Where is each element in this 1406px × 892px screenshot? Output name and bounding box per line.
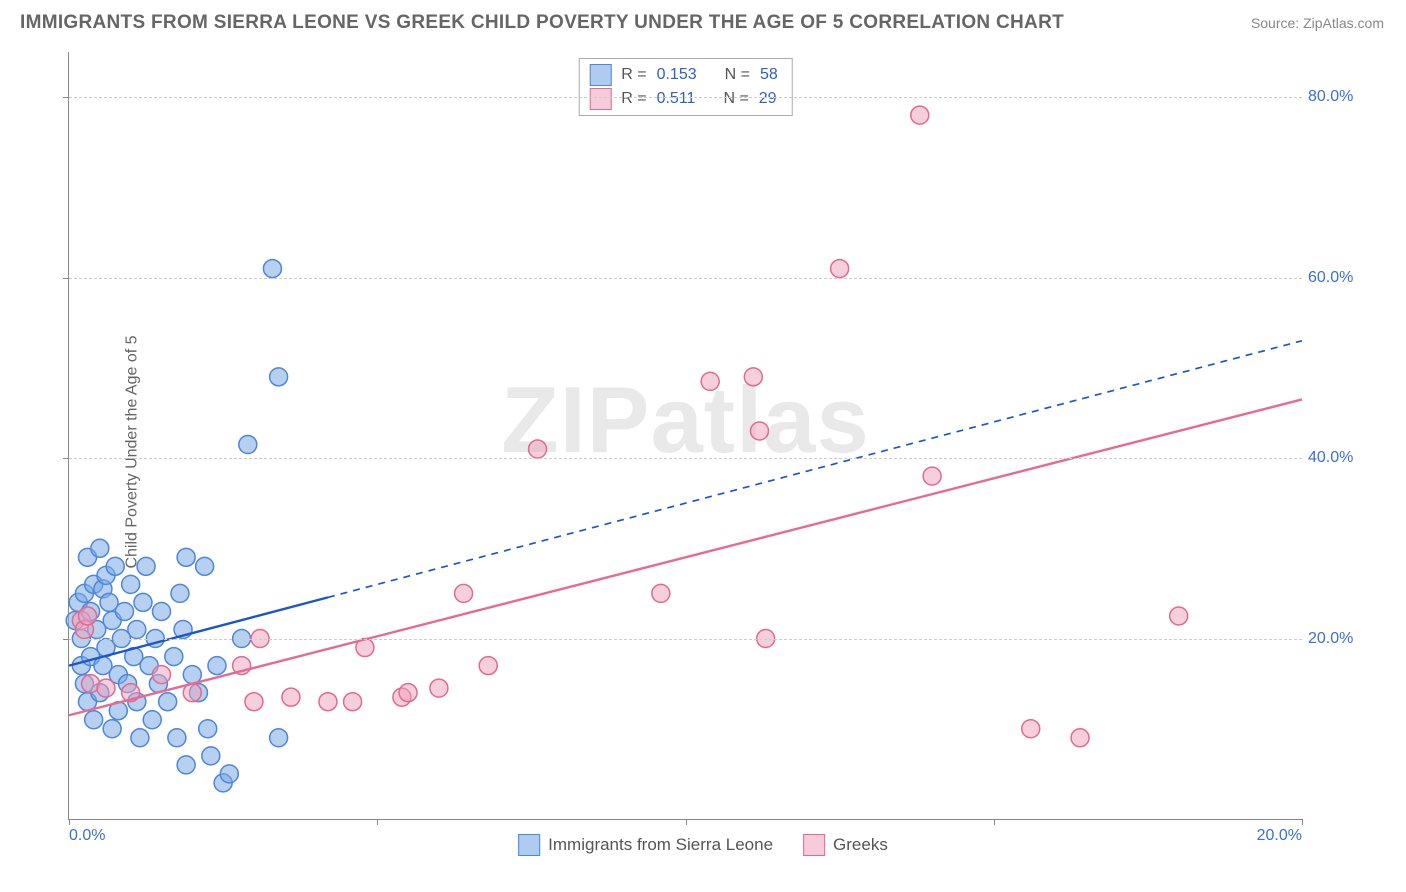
data-point-sierra_leone — [270, 368, 288, 386]
data-point-sierra_leone — [115, 602, 133, 620]
data-point-sierra_leone — [168, 729, 186, 747]
data-point-greeks — [152, 666, 170, 684]
y-tick-label: 20.0% — [1308, 630, 1378, 648]
data-point-greeks — [97, 679, 115, 697]
data-point-greeks — [1022, 720, 1040, 738]
data-point-sierra_leone — [106, 557, 124, 575]
data-point-greeks — [344, 693, 362, 711]
swatch-blue-icon — [518, 834, 540, 856]
data-point-greeks — [1071, 729, 1089, 747]
y-tick — [63, 639, 69, 640]
data-point-sierra_leone — [152, 602, 170, 620]
data-point-sierra_leone — [220, 765, 238, 783]
y-tick-label: 80.0% — [1308, 88, 1378, 106]
x-tick — [1302, 819, 1303, 825]
data-point-sierra_leone — [165, 648, 183, 666]
legend-row-greeks: R = 0.511 N = 29 — [589, 87, 778, 111]
data-point-greeks — [529, 440, 547, 458]
source-prefix: Source: — [1251, 15, 1303, 31]
data-point-greeks — [1170, 607, 1188, 625]
data-point-greeks — [245, 693, 263, 711]
data-point-greeks — [319, 693, 337, 711]
data-point-greeks — [455, 584, 473, 602]
gridline-h — [69, 97, 1302, 98]
source-label: Source: ZipAtlas.com — [1251, 15, 1384, 31]
data-point-greeks — [923, 467, 941, 485]
data-point-greeks — [399, 684, 417, 702]
data-point-sierra_leone — [177, 548, 195, 566]
data-point-sierra_leone — [137, 557, 155, 575]
data-point-greeks — [479, 657, 497, 675]
swatch-pink-icon — [803, 834, 825, 856]
gridline-h — [69, 639, 1302, 640]
swatch-pink-icon — [589, 88, 611, 110]
y-tick — [63, 278, 69, 279]
plot-svg — [69, 52, 1302, 819]
legend-item-greeks: Greeks — [803, 834, 888, 856]
data-point-sierra_leone — [103, 720, 121, 738]
legend-label-sierra: Immigrants from Sierra Leone — [548, 835, 773, 855]
gridline-h — [69, 458, 1302, 459]
chart-area: Child Poverty Under the Age of 5 ZIPatla… — [18, 42, 1388, 862]
data-point-sierra_leone — [196, 557, 214, 575]
x-tick — [686, 819, 687, 825]
y-tick — [63, 97, 69, 98]
data-point-sierra_leone — [208, 657, 226, 675]
data-point-sierra_leone — [199, 720, 217, 738]
data-point-sierra_leone — [91, 539, 109, 557]
legend-label-greeks: Greeks — [833, 835, 888, 855]
legend-n-label-2: N = — [723, 87, 748, 111]
data-point-sierra_leone — [143, 711, 161, 729]
series-legend: Immigrants from Sierra Leone Greeks — [518, 834, 888, 856]
chart-container: IMMIGRANTS FROM SIERRA LEONE VS GREEK CH… — [0, 0, 1406, 892]
fit-line-dashed-sierra_leone — [328, 341, 1302, 598]
legend-n-label-1: N = — [725, 63, 750, 87]
x-tick — [377, 819, 378, 825]
data-point-greeks — [430, 679, 448, 697]
y-tick-label: 40.0% — [1308, 449, 1378, 467]
legend-r-value-1: 0.153 — [657, 63, 697, 87]
data-point-greeks — [744, 368, 762, 386]
chart-title: IMMIGRANTS FROM SIERRA LEONE VS GREEK CH… — [20, 12, 1064, 34]
data-point-greeks — [701, 372, 719, 390]
data-point-greeks — [750, 422, 768, 440]
data-point-sierra_leone — [171, 584, 189, 602]
y-tick — [63, 458, 69, 459]
data-point-sierra_leone — [131, 729, 149, 747]
data-point-sierra_leone — [159, 693, 177, 711]
x-tick-label: 0.0% — [69, 827, 105, 845]
legend-row-sierra: R = 0.153 N = 58 — [589, 63, 778, 87]
data-point-sierra_leone — [128, 621, 146, 639]
data-point-sierra_leone — [202, 747, 220, 765]
legend-n-value-2: 29 — [759, 87, 777, 111]
legend-r-label-1: R = — [621, 63, 646, 87]
header-row: IMMIGRANTS FROM SIERRA LEONE VS GREEK CH… — [18, 12, 1388, 42]
data-point-sierra_leone — [85, 711, 103, 729]
legend-r-label-2: R = — [621, 87, 646, 111]
data-point-greeks — [282, 688, 300, 706]
plot-region: ZIPatlas R = 0.153 N = 58 R = 0.511 — [68, 52, 1302, 820]
x-tick — [994, 819, 995, 825]
legend-n-value-1: 58 — [760, 63, 778, 87]
gridline-h — [69, 278, 1302, 279]
data-point-greeks — [652, 584, 670, 602]
correlation-legend: R = 0.153 N = 58 R = 0.511 N = 29 — [578, 58, 793, 116]
data-point-sierra_leone — [239, 436, 257, 454]
data-point-greeks — [831, 260, 849, 278]
data-point-greeks — [78, 607, 96, 625]
data-point-greeks — [911, 106, 929, 124]
x-tick-label: 20.0% — [1257, 827, 1302, 845]
x-tick — [69, 819, 70, 825]
data-point-sierra_leone — [134, 593, 152, 611]
y-tick-label: 60.0% — [1308, 269, 1378, 287]
data-point-sierra_leone — [122, 575, 140, 593]
source-value: ZipAtlas.com — [1303, 15, 1384, 31]
swatch-blue-icon — [589, 64, 611, 86]
data-point-sierra_leone — [263, 260, 281, 278]
legend-r-value-2: 0.511 — [657, 87, 696, 111]
data-point-sierra_leone — [177, 756, 195, 774]
data-point-sierra_leone — [270, 729, 288, 747]
legend-item-sierra: Immigrants from Sierra Leone — [518, 834, 773, 856]
